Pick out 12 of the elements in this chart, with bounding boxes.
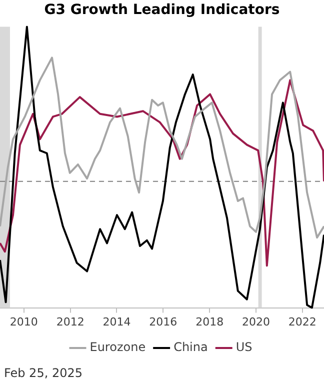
legend-label: Eurozone bbox=[90, 340, 146, 354]
x-tick-label: 2016 bbox=[149, 315, 178, 328]
chart-title: G3 Growth Leading Indicators bbox=[44, 2, 280, 18]
x-tick-label: 2012 bbox=[56, 315, 84, 328]
x-tick-label: 2010 bbox=[10, 315, 38, 328]
x-tick-label: 2018 bbox=[196, 315, 224, 328]
legend-label: China bbox=[174, 340, 208, 354]
legend-label: US bbox=[236, 340, 252, 354]
text: Feb 25, 2025 bbox=[4, 366, 84, 380]
x-tick-label: 2014 bbox=[102, 315, 131, 328]
x-tick-label: 2020 bbox=[242, 315, 270, 328]
x-tick-label: 2022 bbox=[288, 315, 316, 328]
